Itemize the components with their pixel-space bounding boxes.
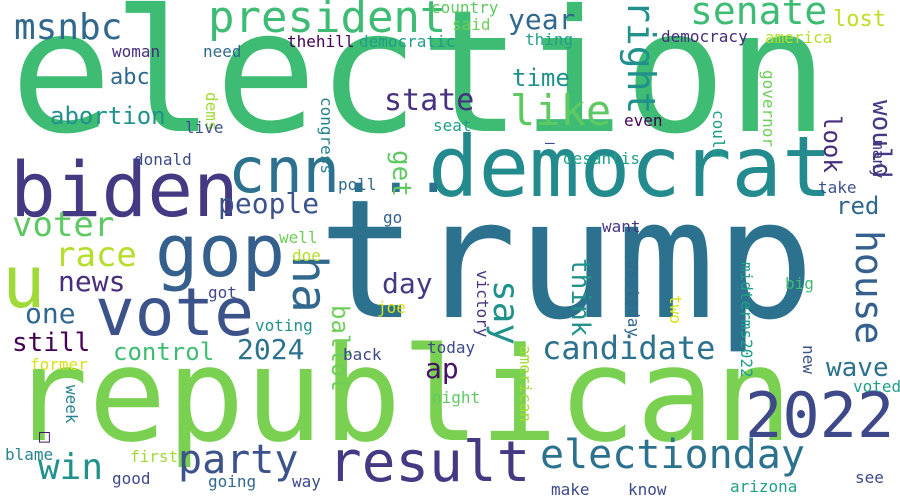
word-91: way	[292, 472, 321, 491]
word-52: america	[765, 28, 833, 47]
word-64: poll	[338, 175, 377, 194]
word-57: congress	[317, 97, 336, 175]
word-34: still	[12, 328, 91, 358]
word-60: could	[709, 110, 728, 159]
word-51: democracy	[661, 27, 748, 46]
word-38: look	[818, 115, 846, 173]
word-18: voter	[12, 205, 115, 245]
word-1: trump	[318, 164, 815, 356]
word-27: news	[58, 265, 126, 298]
word-78: big	[785, 274, 814, 293]
word-69: well	[279, 228, 318, 247]
word-97: □	[39, 426, 50, 447]
word-49: said	[452, 15, 491, 34]
word-12: ha	[281, 255, 337, 313]
word-20: party	[178, 437, 299, 483]
word-39: red	[836, 192, 880, 220]
word-11: u	[2, 240, 46, 324]
word-96: –	[545, 133, 555, 152]
word-45: lost	[833, 7, 886, 32]
word-28: control	[113, 338, 215, 366]
word-30: year	[508, 3, 576, 36]
word-85: american	[516, 345, 535, 423]
word-15: msnbc	[14, 7, 123, 48]
word-23: win	[38, 447, 104, 488]
word-24: say	[485, 280, 526, 346]
word-70: doe	[292, 246, 321, 265]
word-40: abc	[110, 65, 150, 90]
word-86: voted	[853, 377, 900, 396]
word-56: live	[185, 118, 224, 137]
word-26: people	[218, 187, 320, 220]
word-29: 2024	[237, 333, 305, 366]
word-81: new	[799, 345, 818, 374]
word-80: today	[427, 338, 476, 357]
word-75: usatoday	[624, 260, 643, 338]
word-41: ap	[425, 352, 459, 385]
word-33: abortion	[50, 102, 166, 130]
word-54: need	[203, 42, 242, 61]
word-62: desantis	[563, 149, 641, 168]
word-89: good	[112, 469, 151, 488]
word-68: want	[602, 217, 641, 236]
word-7: result	[328, 430, 531, 495]
word-36: wave	[826, 353, 889, 383]
word-9: cnn...	[228, 134, 452, 207]
word-73: voting	[255, 316, 313, 335]
word-16: like	[510, 86, 612, 135]
word-83: week	[62, 385, 81, 424]
word-50: thing	[525, 30, 574, 49]
word-74: victory	[473, 270, 492, 338]
word-31: day	[382, 267, 433, 300]
word-79: back	[343, 345, 382, 364]
word-8: electionday	[540, 432, 805, 478]
word-95: see	[855, 468, 884, 487]
word-3: democrat	[428, 118, 833, 216]
word-84: night	[432, 388, 481, 407]
word-44: get	[386, 150, 416, 197]
word-47: democratic	[359, 32, 456, 51]
word-17: right	[619, 0, 663, 115]
word-2: republican	[10, 319, 793, 471]
word-55: dems	[202, 92, 221, 131]
word-67: many	[869, 140, 888, 179]
word-48: country	[431, 0, 499, 17]
word-43: think	[565, 258, 595, 337]
word-19: race	[55, 235, 137, 275]
word-35: one	[25, 297, 76, 330]
word-0: election	[10, 0, 829, 172]
word-21: candidate	[542, 329, 716, 367]
word-82: former	[30, 355, 88, 374]
word-37: time	[512, 64, 570, 92]
word-32: would	[866, 100, 896, 179]
word-93: know	[628, 480, 667, 499]
word-5: vote	[95, 274, 254, 351]
word-94: arizona	[730, 477, 798, 496]
word-63: donald	[134, 150, 192, 169]
word-72: got	[208, 283, 237, 302]
word-22: house	[847, 230, 891, 345]
word-13: president	[208, 0, 447, 43]
word-58: seat	[433, 116, 472, 135]
word-25: state	[384, 83, 475, 118]
word-46: thehill	[287, 32, 355, 51]
word-6: gop	[155, 209, 286, 293]
word-4: biden	[10, 145, 239, 234]
word-65: go	[383, 208, 403, 227]
word-42: ballot	[326, 305, 354, 392]
word-76: two	[666, 295, 685, 324]
word-71: joe	[377, 298, 406, 317]
word-90: going	[208, 472, 257, 491]
word-14: senate	[690, 0, 828, 33]
word-59: even	[624, 111, 663, 130]
word-10: 2022	[745, 379, 895, 452]
word-66: take	[818, 178, 857, 197]
word-87: blame	[5, 445, 54, 464]
word-88: first	[130, 447, 179, 466]
word-53: woman	[112, 42, 161, 61]
word-92: make	[551, 480, 590, 499]
word-77: midterms2022	[737, 262, 756, 378]
word-61: governor	[759, 70, 778, 148]
